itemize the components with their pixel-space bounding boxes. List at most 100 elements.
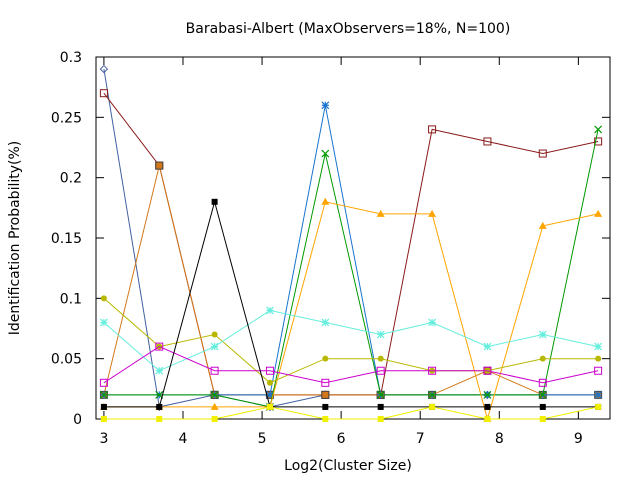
data-point (483, 390, 492, 399)
data-point (211, 331, 218, 338)
data-point (377, 355, 384, 362)
data-point (99, 390, 108, 399)
data-point (100, 403, 107, 410)
data-point (376, 209, 385, 217)
data-point (155, 161, 164, 170)
series-line (103, 406, 599, 420)
series-line (103, 199, 599, 408)
data-point (156, 416, 163, 422)
data-point (155, 366, 164, 375)
data-point (483, 137, 492, 146)
data-point (211, 198, 218, 205)
data-point (265, 366, 274, 375)
data-point (594, 209, 603, 217)
data-point (484, 403, 491, 410)
data-point (483, 342, 492, 351)
data-point (539, 355, 546, 362)
data-point (266, 306, 274, 315)
data-point (595, 403, 602, 410)
data-point (210, 366, 219, 375)
data-point (210, 402, 219, 410)
x-tick-label: 9 (574, 431, 583, 447)
data-point (99, 64, 109, 74)
data-point (99, 318, 108, 327)
y-tick-label: 0.3 (60, 50, 82, 66)
x-axis-title: Log2(Cluster Size) (284, 458, 412, 474)
data-point (484, 416, 491, 422)
series-group (100, 295, 602, 386)
series-group (99, 89, 603, 399)
x-tick-label: 6 (337, 431, 346, 447)
data-point (156, 403, 163, 410)
series-line (103, 129, 599, 408)
data-point (322, 355, 329, 362)
y-tick-label: 0 (73, 412, 82, 428)
y-tick-label: 0.05 (51, 352, 82, 368)
tick-layer: 0 0.05 0.1 0.15 0.2 0.25 0.3 3 4 5 6 7 8 9 (51, 50, 610, 447)
x-tick-label: 8 (495, 431, 504, 447)
data-point (376, 366, 385, 375)
series-group (99, 161, 603, 399)
data-point (321, 101, 330, 110)
data-point (266, 403, 273, 410)
y-tick-label: 0.1 (60, 291, 82, 307)
series-group (99, 342, 603, 387)
data-point (539, 403, 546, 410)
data-point (538, 378, 547, 387)
data-point (594, 342, 603, 351)
data-point (100, 416, 107, 422)
data-point (539, 416, 546, 422)
data-point (428, 318, 437, 327)
data-point (322, 416, 329, 422)
series-line (103, 309, 599, 372)
series-group (100, 198, 602, 410)
data-point (377, 416, 384, 422)
x-tick-label: 3 (99, 431, 108, 447)
data-point (595, 355, 602, 362)
data-point (428, 125, 437, 134)
data-point (377, 403, 384, 410)
data-point (594, 390, 603, 399)
data-point (155, 342, 164, 351)
series-layer (99, 64, 603, 422)
series-group (99, 125, 603, 411)
data-point (376, 330, 385, 339)
data-point (266, 379, 273, 386)
x-tick-label: 5 (258, 431, 267, 447)
data-point (483, 366, 492, 375)
data-point (594, 137, 603, 146)
x-tick-label: 7 (416, 431, 425, 447)
data-point (594, 125, 603, 134)
data-point (538, 221, 547, 229)
data-point (321, 149, 330, 158)
data-point (538, 149, 547, 158)
data-point (210, 390, 219, 399)
y-tick-label: 0.15 (51, 231, 82, 247)
data-point (376, 390, 385, 399)
series-line (103, 346, 599, 384)
data-point (321, 390, 330, 399)
series-line (103, 105, 599, 396)
data-point (428, 390, 437, 399)
data-point (321, 378, 330, 387)
y-tick-label: 0.2 (60, 171, 82, 187)
data-point (99, 89, 108, 98)
y-axis-title: Identification Probability(%) (7, 141, 23, 335)
data-point (210, 342, 219, 351)
x-tick-label: 4 (179, 431, 188, 447)
chart-title: Barabasi-Albert (MaxObservers=18%, N=100… (186, 21, 511, 37)
data-point (428, 366, 437, 375)
y-tick-label: 0.25 (51, 110, 82, 126)
data-point (100, 295, 107, 302)
series-line (103, 165, 599, 396)
data-point (211, 416, 218, 422)
series-line (103, 201, 599, 421)
data-point (538, 390, 547, 399)
data-point (321, 197, 330, 205)
data-point (429, 403, 436, 410)
data-point (428, 209, 437, 217)
data-point (538, 330, 547, 339)
data-point (321, 318, 330, 327)
data-point (99, 378, 108, 387)
